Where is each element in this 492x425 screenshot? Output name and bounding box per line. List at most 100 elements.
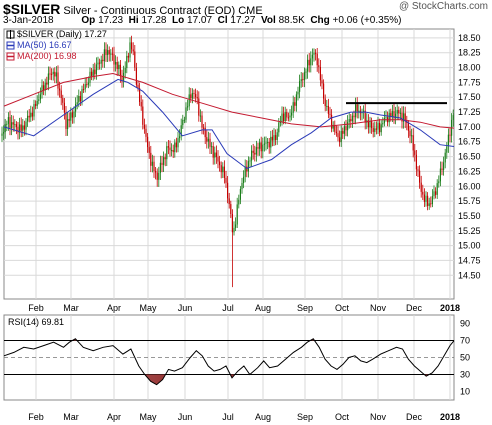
- candle-body: [220, 165, 222, 173]
- candle-body: [164, 157, 166, 160]
- x-tick-label: Apr: [107, 303, 121, 313]
- candle-body: [319, 67, 321, 81]
- volume-value: 88.5K: [278, 15, 305, 26]
- candle-body: [83, 89, 85, 91]
- candle-body: [403, 113, 405, 122]
- candle-body: [302, 79, 304, 81]
- rsi-x-tick-label: Aug: [255, 412, 271, 422]
- x-tick-label: Jun: [178, 303, 193, 313]
- candle-body: [414, 150, 416, 155]
- price-tick-label: 18.25: [458, 48, 481, 58]
- candle-body: [329, 113, 331, 115]
- candle-body: [62, 98, 64, 103]
- candle-body: [310, 58, 312, 66]
- candle-body: [25, 121, 27, 130]
- candle-body: [369, 121, 371, 128]
- candle-body: [115, 62, 117, 65]
- candle-body: [255, 147, 257, 155]
- symbol-label: $SILVER: [3, 1, 61, 17]
- candle-body: [49, 73, 51, 75]
- rsi-tick-label: 70: [460, 336, 470, 346]
- rsi-tick-label: 50: [460, 353, 470, 363]
- candle-body: [201, 115, 203, 128]
- candle-body: [308, 59, 310, 66]
- candle-body: [409, 130, 411, 137]
- candle-body: [54, 71, 56, 77]
- candle-body: [283, 113, 285, 122]
- candle-body: [65, 112, 67, 130]
- candle-body: [158, 172, 160, 180]
- candle-body: [441, 168, 443, 171]
- open-value: 17.23: [98, 15, 124, 26]
- rsi-x-tick-label: Jun: [178, 412, 193, 422]
- candle-body: [19, 124, 21, 133]
- candle-body: [99, 62, 101, 64]
- candle-body: [281, 113, 283, 123]
- candle-body: [207, 138, 209, 142]
- candle-body: [347, 122, 349, 131]
- candle-body: [103, 49, 105, 62]
- candle-body: [225, 177, 227, 183]
- candle-body: [46, 82, 48, 85]
- candle-body: [68, 119, 70, 121]
- change-label: Chg: [310, 15, 330, 26]
- rsi-tick-label: 90: [460, 319, 470, 329]
- candle-body: [396, 109, 398, 114]
- chart-title: $SILVER Silver - Continuous Contract (EO…: [3, 1, 263, 17]
- candle-body: [209, 138, 211, 147]
- candle-body: [276, 132, 278, 141]
- candle-body: [9, 117, 11, 129]
- price-plot-area: [3, 28, 455, 300]
- candle-body: [334, 124, 336, 132]
- candle-body: [148, 147, 150, 153]
- candle-body: [249, 160, 251, 162]
- price-tick-label: 14.50: [458, 270, 481, 280]
- candle-body: [180, 125, 182, 137]
- candle-body: [150, 152, 152, 166]
- candle-body: [271, 136, 273, 141]
- candle-body: [155, 171, 157, 173]
- candle-body: [412, 135, 414, 151]
- candle-body: [95, 64, 97, 75]
- rsi-tick-label: 30: [460, 370, 470, 380]
- candle-body: [100, 59, 102, 64]
- candle-body: [228, 198, 230, 205]
- quote-line: 3-Jan-2018 Op 17.23 Hi 17.28 Lo 17.07 Cl…: [3, 15, 401, 26]
- candle-body: [348, 119, 350, 123]
- candle-body: [323, 83, 325, 99]
- price-tick-label: 18.00: [458, 63, 481, 73]
- candle-body: [27, 115, 29, 122]
- candle-body: [353, 115, 355, 118]
- candle-body: [151, 161, 153, 166]
- candle-body: [188, 94, 190, 107]
- candle-body: [415, 154, 417, 170]
- candle-body: [423, 194, 425, 202]
- candle-body: [163, 157, 165, 165]
- candle-body: [284, 112, 286, 122]
- description-label: Silver - Continuous Contract (EOD): [63, 5, 236, 17]
- candle-body: [316, 53, 318, 66]
- candle-body: [108, 50, 110, 55]
- candle-body: [279, 122, 281, 124]
- candle-body: [363, 110, 365, 112]
- exchange-label: CME: [238, 5, 263, 17]
- candle-body: [11, 122, 13, 129]
- candle-body: [230, 204, 232, 215]
- price-tick-label: 17.75: [458, 77, 481, 87]
- candle-body: [161, 162, 163, 165]
- candle-body: [52, 71, 54, 75]
- candle-body: [70, 112, 72, 121]
- candle-body: [222, 166, 224, 173]
- candle-body: [300, 79, 302, 82]
- rsi-x-tick-label: Jul: [222, 412, 234, 422]
- candle-body: [305, 71, 307, 73]
- candle-body: [343, 126, 345, 134]
- candle-body: [12, 122, 14, 125]
- candle-body: [94, 69, 96, 75]
- candle-body: [268, 142, 270, 148]
- candle-body: [204, 127, 206, 138]
- candle-body: [375, 128, 377, 130]
- candle-body: [355, 104, 357, 118]
- candle-body: [303, 72, 305, 81]
- candle-body: [311, 54, 313, 59]
